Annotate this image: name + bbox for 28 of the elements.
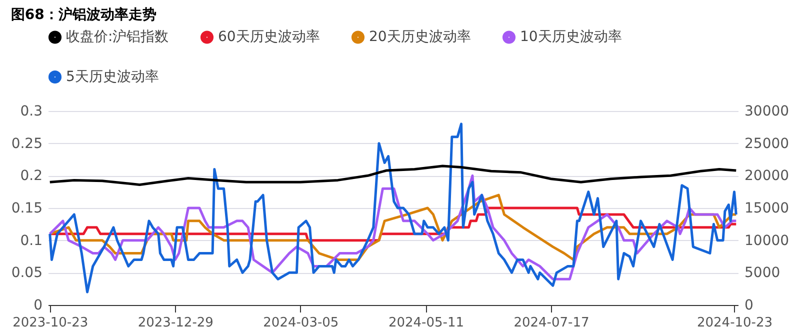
y2-tick-label: 25000: [744, 136, 790, 152]
y2-tick-label: 10000: [744, 232, 790, 249]
y2-tick-label: 20000: [744, 168, 790, 184]
line-series: [48, 122, 738, 294]
x-tick-label: 2024-10-23: [696, 316, 773, 330]
x-tick-label: 2023-12-29: [138, 316, 214, 330]
legend-label: 10天历史波动率: [520, 29, 622, 46]
y-tick-label: 0.05: [11, 265, 42, 282]
legend-label: 20天历史波动率: [369, 29, 471, 46]
legend-label: 5天历史波动率: [66, 69, 159, 85]
y-tick-label: 0: [34, 298, 42, 314]
x-tick-label: 2024-05-11: [388, 316, 464, 330]
y2-tick-label: 0: [744, 298, 754, 314]
y-tick-label: 0.15: [11, 200, 42, 216]
y-tick-label: 0.2: [20, 168, 42, 184]
line-series: [48, 164, 738, 186]
y2-tick-label: 15000: [744, 200, 790, 216]
x-tick-label: 2024-07-17: [514, 316, 590, 330]
legend-label: 收盘价:沪铝指数: [66, 29, 169, 46]
chart-title: 图68：沪铝波动率走势: [10, 6, 156, 23]
y2-tick-label: 5000: [744, 265, 780, 282]
legend-label: 60天历史波动率: [218, 29, 320, 46]
x-tick-label: 2024-03-05: [263, 316, 339, 330]
y2-tick-label: 30000: [744, 104, 790, 120]
y-tick-label: 0.25: [11, 136, 42, 152]
y-tick-label: 0.1: [20, 232, 42, 249]
y-tick-label: 0.3: [20, 104, 42, 120]
x-tick-label: 2023-10-23: [12, 316, 88, 330]
